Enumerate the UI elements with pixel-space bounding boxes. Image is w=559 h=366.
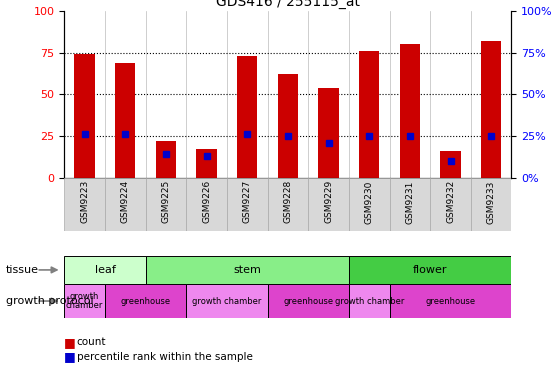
Bar xyxy=(64,178,105,231)
Text: GSM9228: GSM9228 xyxy=(283,180,292,223)
Text: greenhouse: greenhouse xyxy=(283,296,333,306)
Bar xyxy=(349,256,511,284)
Text: stem: stem xyxy=(233,265,261,275)
Text: greenhouse: greenhouse xyxy=(425,296,476,306)
Bar xyxy=(186,178,227,231)
Text: ■: ■ xyxy=(64,350,76,363)
Text: tissue: tissue xyxy=(6,265,39,275)
Bar xyxy=(115,63,135,178)
Title: GDS416 / 255115_at: GDS416 / 255115_at xyxy=(216,0,360,8)
Bar xyxy=(105,178,145,231)
Bar xyxy=(359,51,380,178)
Bar xyxy=(105,284,186,318)
Text: GSM9224: GSM9224 xyxy=(121,180,130,223)
Bar xyxy=(349,284,390,318)
Bar xyxy=(268,178,308,231)
Text: GSM9226: GSM9226 xyxy=(202,180,211,223)
Bar xyxy=(400,44,420,178)
Text: GSM9233: GSM9233 xyxy=(487,180,496,224)
Bar xyxy=(440,151,461,178)
Bar xyxy=(319,87,339,178)
Text: growth chamber: growth chamber xyxy=(334,296,404,306)
Text: GSM9223: GSM9223 xyxy=(80,180,89,223)
Text: GSM9232: GSM9232 xyxy=(446,180,455,223)
Bar xyxy=(308,178,349,231)
Bar xyxy=(196,149,217,178)
Text: count: count xyxy=(77,337,106,347)
Bar xyxy=(227,178,268,231)
Text: GSM9225: GSM9225 xyxy=(162,180,170,223)
Bar xyxy=(74,54,95,178)
Text: growth chamber: growth chamber xyxy=(192,296,262,306)
Text: percentile rank within the sample: percentile rank within the sample xyxy=(77,352,253,362)
Bar xyxy=(186,284,268,318)
Text: GSM9231: GSM9231 xyxy=(405,180,414,224)
Bar xyxy=(156,141,176,178)
Text: greenhouse: greenhouse xyxy=(121,296,170,306)
Text: flower: flower xyxy=(413,265,447,275)
Bar xyxy=(278,74,298,178)
Bar xyxy=(237,56,257,178)
Bar xyxy=(390,178,430,231)
Text: GSM9227: GSM9227 xyxy=(243,180,252,223)
Text: leaf: leaf xyxy=(94,265,115,275)
Text: growth
chamber: growth chamber xyxy=(66,292,103,310)
Bar xyxy=(349,178,390,231)
Text: GSM9230: GSM9230 xyxy=(364,180,374,224)
Bar xyxy=(390,284,511,318)
Bar xyxy=(481,41,501,178)
Text: ■: ■ xyxy=(64,336,76,349)
Text: growth protocol: growth protocol xyxy=(6,296,93,306)
Bar xyxy=(430,178,471,231)
Bar xyxy=(268,284,349,318)
Text: GSM9229: GSM9229 xyxy=(324,180,333,223)
Bar xyxy=(471,178,511,231)
Bar xyxy=(145,178,186,231)
Bar xyxy=(64,256,145,284)
Bar xyxy=(145,256,349,284)
Bar xyxy=(64,284,105,318)
